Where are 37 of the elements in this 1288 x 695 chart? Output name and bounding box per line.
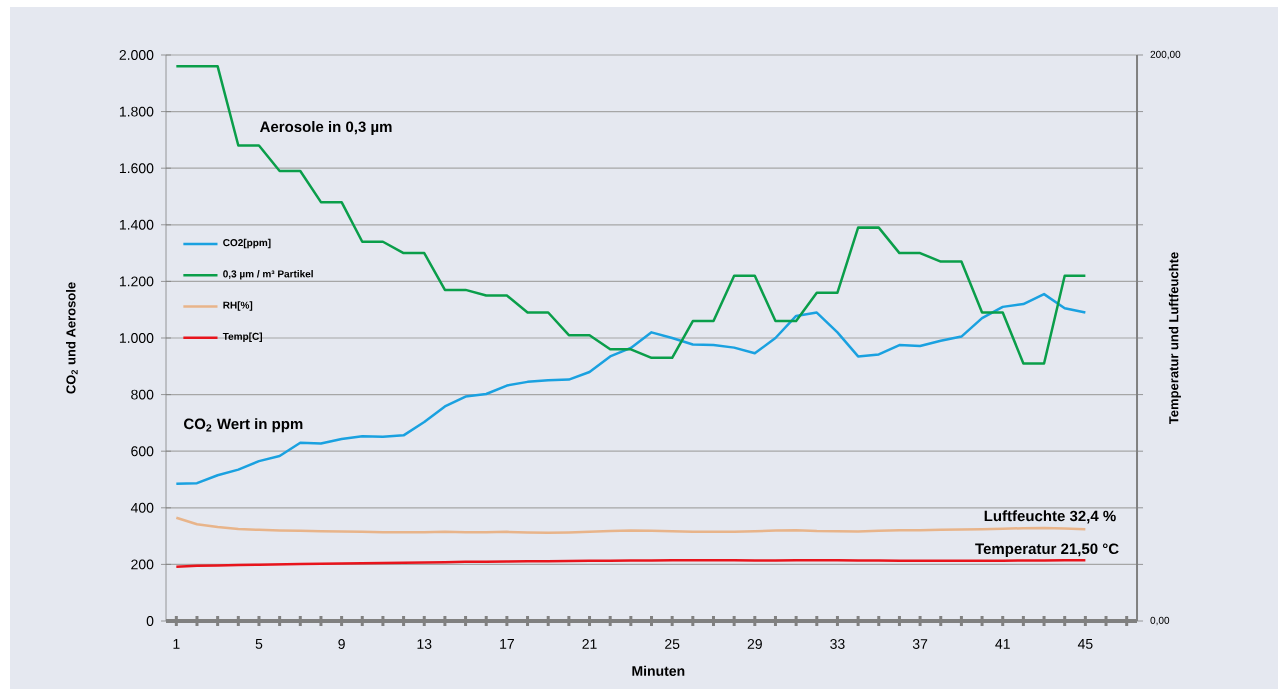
x-tick-label: 29 — [747, 639, 762, 649]
x-tick-label: 33 — [830, 639, 845, 649]
legend-label: RH[%] — [223, 301, 253, 311]
annotation: CO$_{2}$ Wert in ppm — [184, 418, 303, 433]
annotation: Luftfeuchte 32,4 % — [984, 510, 1116, 524]
x-tick-label: 13 — [417, 639, 432, 649]
x-tick-label: 25 — [665, 639, 680, 649]
y2-axis-title: Temperatur und Luftfeuchte — [1168, 252, 1181, 425]
legend-label: CO2[ppm] — [223, 238, 271, 249]
y2-tick-label: 0,00 — [1150, 616, 1170, 626]
y-tick-label: 200 — [131, 559, 154, 570]
y-tick-label: 600 — [131, 446, 154, 457]
y-tick-label: 1.400 — [119, 219, 154, 230]
y-tick-label: 800 — [131, 389, 154, 400]
y-tick-label: 400 — [130, 502, 154, 513]
y-tick-label: 1.800 — [119, 106, 154, 117]
legend-label: Temp[C] — [222, 332, 262, 342]
y-tick-label: 2.000 — [119, 50, 154, 60]
x-axis-title: Minuten — [632, 665, 685, 676]
y-tick-label: 1.200 — [119, 276, 154, 287]
annotation: Aerosole in 0,3 µm — [259, 121, 392, 135]
x-tick-label: 9 — [338, 639, 345, 649]
x-tick-label: 37 — [912, 639, 928, 649]
x-tick-label: 21 — [582, 639, 597, 649]
y-tick-label: 1.600 — [119, 163, 154, 174]
x-tick-label: 45 — [1077, 639, 1093, 649]
y-tick-label: 0 — [146, 616, 154, 626]
x-tick-label: 5 — [255, 639, 263, 649]
legend-label: 0,3 µm / m³ Partikel — [223, 270, 313, 280]
x-tick-label: 1 — [173, 639, 180, 649]
y-tick-label: 1.000 — [119, 333, 154, 343]
x-tick-label: 17 — [500, 639, 514, 649]
x-tick-label: 41 — [995, 639, 1010, 649]
annotation: Temperatur 21,50 °C — [975, 543, 1119, 558]
y2-tick-label: 200,00 — [1150, 50, 1181, 60]
y-axis-title: CO$_{2}$ und Aerosole — [66, 282, 78, 394]
line-series — [175, 292, 1087, 485]
